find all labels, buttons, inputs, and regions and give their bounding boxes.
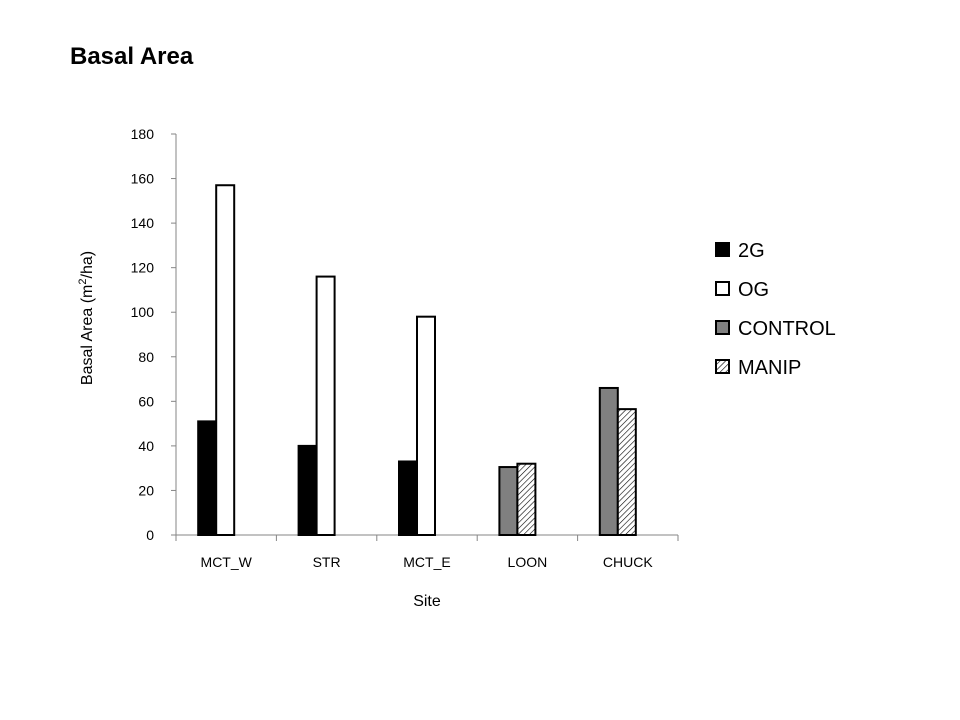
x-axis: MCT_W STR MCT_E LOON CHUCK — [175, 534, 679, 570]
y-tick-label: 20 — [138, 482, 154, 498]
x-tick-label: CHUCK — [603, 554, 653, 570]
x-tick-label: MCT_W — [201, 554, 253, 570]
bar-loon-manip — [516, 462, 537, 537]
legend-swatch-2g — [715, 242, 730, 257]
legend-label-2g: 2G — [738, 240, 765, 262]
legend-swatch-og — [715, 281, 730, 296]
x-tick-label: LOON — [508, 554, 548, 570]
bar-loon-control — [498, 466, 519, 536]
legend-label-manip: MANIP — [738, 357, 801, 379]
y-tick-label: 160 — [131, 171, 155, 187]
y-tick-label: 120 — [131, 260, 155, 276]
y-tick-label: 180 — [131, 126, 155, 142]
x-tick-label: MCT_E — [403, 554, 450, 570]
y-tick-label: 100 — [131, 304, 155, 320]
bar-str-og — [315, 275, 336, 536]
y-axis-label-main: Basal Area (m — [79, 285, 96, 385]
bar-mct-w-2g — [197, 420, 218, 536]
bar-str-2g — [297, 444, 318, 536]
y-tick-label: 60 — [138, 393, 154, 409]
bar-chuck-manip — [616, 408, 637, 536]
bars — [197, 184, 637, 537]
y-axis-label: Basal Area (m2/ha) — [77, 251, 96, 385]
legend: 2G OG CONTROL MANIP — [715, 240, 836, 379]
legend-label-og: OG — [738, 279, 769, 301]
x-axis-label: Site — [413, 593, 441, 610]
y-axis-label-superscript: 2 — [77, 278, 89, 284]
y-tick-label: 40 — [138, 438, 154, 454]
y-axis-label-tail: /ha) — [79, 251, 96, 279]
chart-title: Basal Area — [70, 43, 194, 70]
y-tick-label: 0 — [146, 527, 154, 543]
bar-mct-w-og — [215, 184, 236, 536]
legend-swatch-manip — [715, 359, 730, 374]
bar-mct-e-2g — [398, 460, 418, 537]
legend-swatch-control — [715, 320, 730, 335]
legend-label-control: CONTROL — [738, 318, 836, 340]
x-tick-label: STR — [313, 554, 341, 570]
y-tick-label: 140 — [131, 215, 155, 231]
y-axis: 0 20 40 60 80 100 120 140 160 180 — [131, 126, 177, 543]
y-tick-label: 80 — [138, 349, 154, 365]
bar-mct-e-og — [416, 315, 436, 536]
bar-chuck-control — [598, 386, 619, 537]
